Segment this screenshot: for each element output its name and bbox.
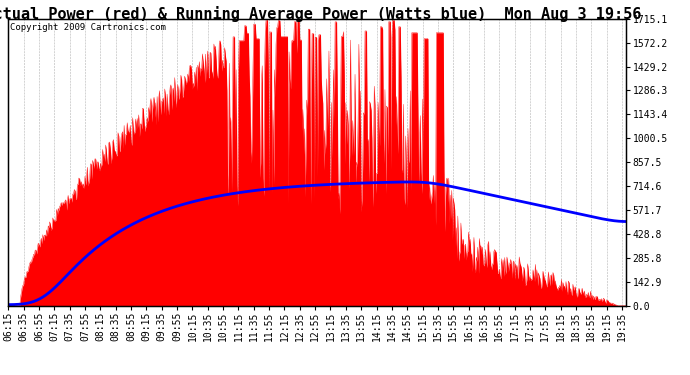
Text: East Array Actual Power (red) & Running Average Power (Watts blue)  Mon Aug 3 19: East Array Actual Power (red) & Running … xyxy=(0,6,641,22)
Text: Copyright 2009 Cartronics.com: Copyright 2009 Cartronics.com xyxy=(10,23,166,32)
